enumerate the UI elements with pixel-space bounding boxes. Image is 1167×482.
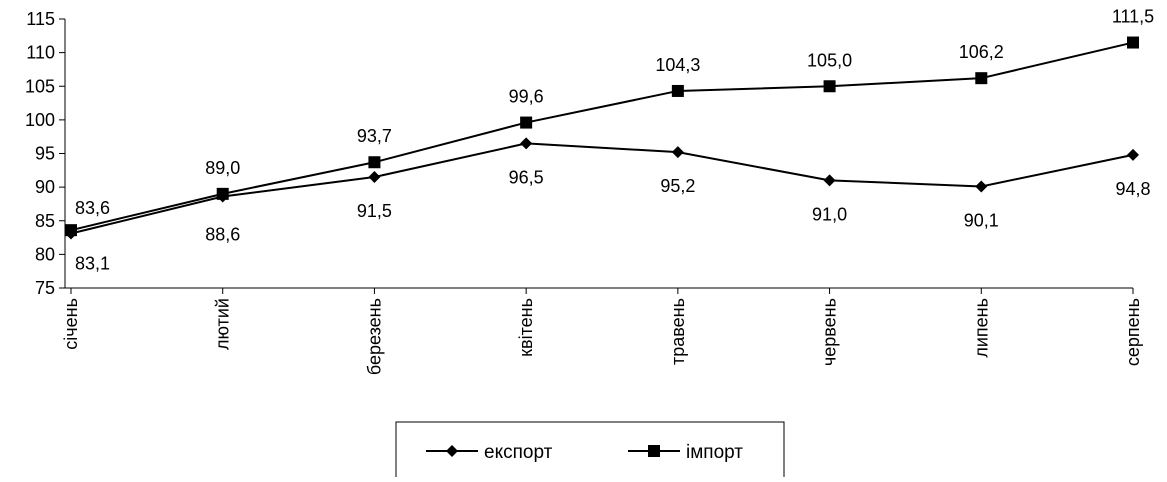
y-tick-label: 95 [35, 144, 55, 164]
data-labels: 83,1 88,6 91,5 96,5 95,2 91,0 90,1 94,8 83,6 89,0… [75, 7, 1154, 274]
data-label-import: 105,0 [807, 50, 852, 70]
series-lines [65, 36, 1139, 240]
data-point-export-diamond-icon [520, 137, 533, 150]
data-point-export-diamond-icon [823, 174, 836, 187]
x-tick-labels: січень лютий березень квітень травень червень… [61, 298, 1143, 375]
y-tick-label: 105 [25, 76, 55, 96]
legend-item-import: імпорт [628, 442, 743, 463]
data-point-import-square-icon [216, 187, 229, 200]
data-label-export: 91,5 [357, 201, 392, 221]
x-tick-label: січень [61, 298, 81, 350]
data-point-import-square-icon [1127, 36, 1139, 49]
data-label-import: 104,3 [655, 55, 700, 75]
data-label-import: 99,6 [509, 87, 544, 107]
data-label-export: 91,0 [812, 204, 847, 224]
data-label-import: 89,0 [205, 158, 240, 178]
data-point-import-square-icon [671, 84, 684, 97]
y-tick-label: 115 [26, 9, 55, 29]
data-point-import-square-icon [823, 80, 836, 93]
legend-marker-import-square-icon [648, 445, 660, 457]
x-tick-label: травень [668, 298, 688, 365]
data-point-export-diamond-icon [671, 146, 684, 159]
data-point-export-diamond-icon [368, 171, 381, 184]
data-label-import: 111,5 [1112, 7, 1154, 27]
data-point-import-square-icon [65, 224, 77, 237]
legend-marker-export-diamond-icon [446, 445, 458, 457]
y-tick-label: 100 [25, 110, 55, 130]
data-label-export: 95,2 [660, 176, 695, 196]
data-label-import: 106,2 [959, 42, 1004, 62]
series-line-export [70, 142, 1134, 235]
y-tick-label: 80 [35, 244, 55, 264]
legend: експорт імпорт [395, 421, 785, 481]
y-tick-label: 85 [35, 211, 55, 231]
data-label-import: 93,7 [357, 126, 392, 146]
y-tick-labels: 75 80 85 90 95 100 105 110 115 [25, 9, 55, 298]
y-tick-label: 75 [35, 278, 55, 298]
y-tick-label: 90 [35, 177, 55, 197]
data-point-import-square-icon [368, 156, 381, 169]
series-line-import [70, 41, 1134, 232]
data-point-export-diamond-icon [975, 180, 988, 193]
data-label-export: 88,6 [205, 225, 240, 245]
x-tick-label: березень [364, 298, 384, 375]
legend-label-export: експорт [484, 442, 553, 463]
data-point-import-square-icon [520, 116, 533, 129]
data-label-import: 83,6 [75, 198, 110, 218]
x-tick-label: червень [820, 298, 840, 366]
data-label-export: 83,1 [75, 254, 110, 274]
y-tick-label: 110 [26, 43, 55, 63]
data-label-export: 90,1 [964, 210, 999, 230]
data-point-export-diamond-icon [1127, 148, 1139, 161]
x-tick-label: липень [971, 298, 991, 358]
legend-item-export: експорт [426, 442, 553, 463]
x-tick-label: лютий [213, 298, 233, 350]
data-label-export: 96,5 [509, 167, 544, 187]
data-point-import-square-icon [975, 72, 988, 85]
legend-label-import: імпорт [686, 442, 743, 463]
axes [59, 18, 1134, 294]
x-tick-label: квітень [516, 298, 536, 357]
data-label-export: 94,8 [1115, 179, 1150, 199]
x-tick-label: серпень [1123, 298, 1143, 366]
